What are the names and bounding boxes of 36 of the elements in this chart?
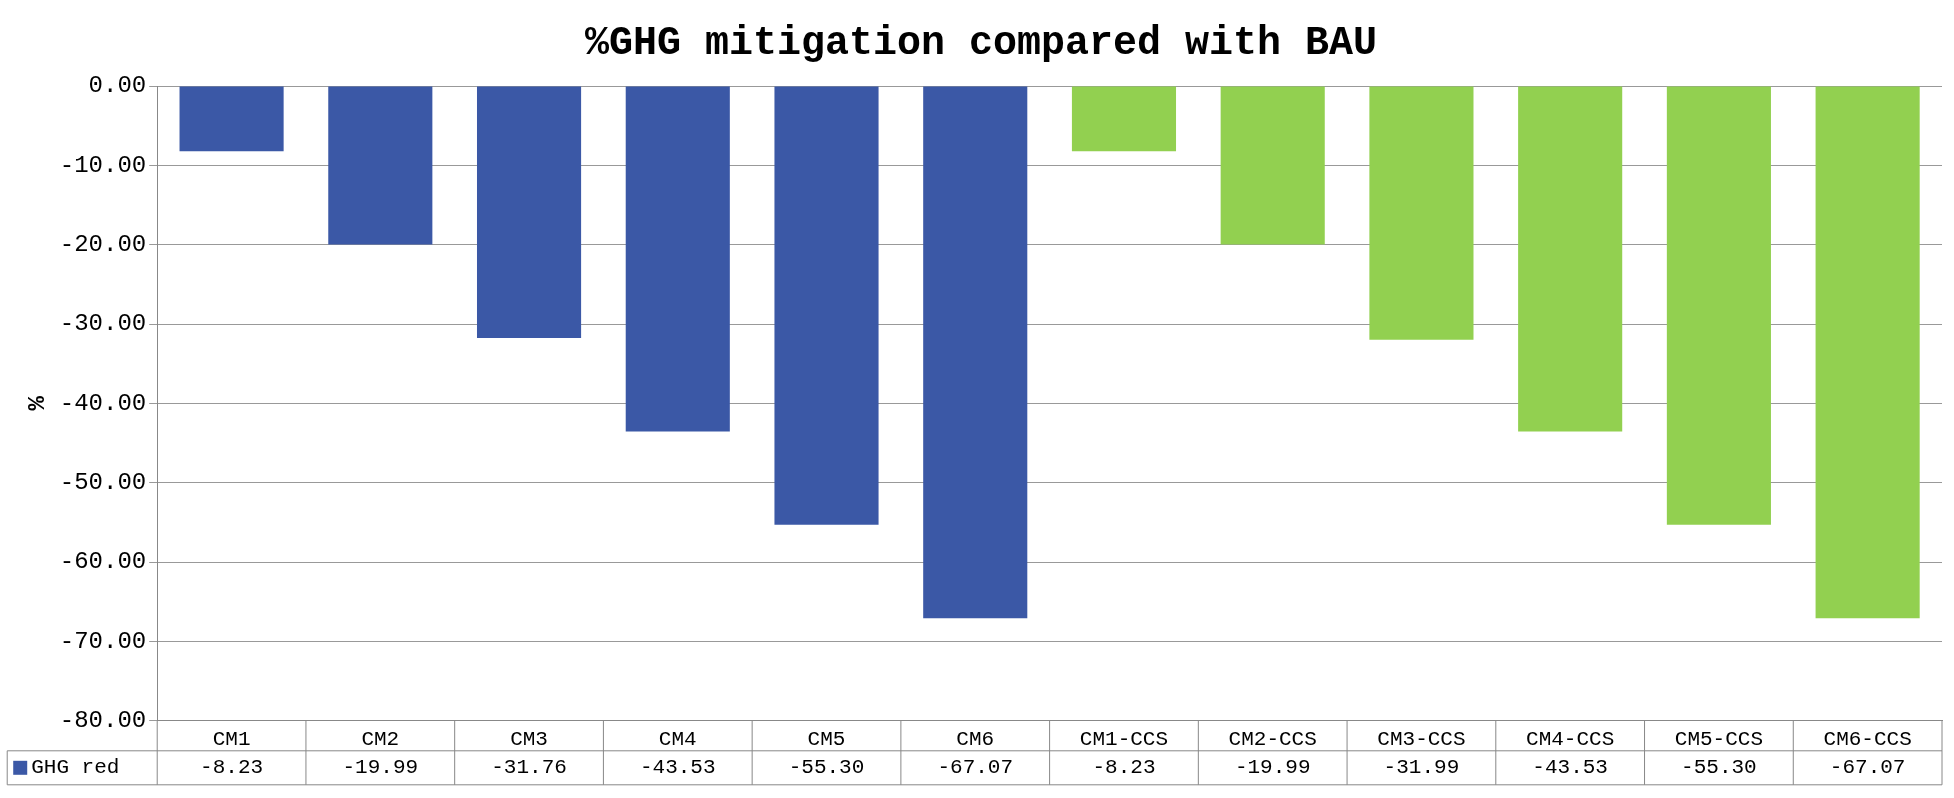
data-label: -8.23	[1092, 756, 1156, 780]
x-tick-label: CM1	[212, 727, 251, 751]
y-tick-label: -80.00	[59, 707, 147, 735]
x-tick-label: CM5	[807, 727, 846, 751]
y-tick-label: -50.00	[59, 469, 147, 497]
x-tick-label: CM1-CCS	[1079, 727, 1169, 751]
data-label: -43.53	[639, 756, 716, 780]
data-label: -31.99	[1383, 756, 1460, 780]
x-tick-label: CM6	[956, 727, 995, 751]
y-tick-label: -20.00	[59, 231, 147, 259]
y-tick-label: 0.00	[88, 72, 147, 100]
y-tick-label: -70.00	[59, 627, 147, 655]
y-tick-label: -60.00	[59, 548, 147, 576]
x-tick-label: CM2	[361, 727, 400, 751]
x-tick-label: CM5-CCS	[1674, 727, 1764, 751]
x-tick-label: CM4-CCS	[1526, 727, 1615, 751]
data-label: -55.30	[1681, 756, 1757, 780]
data-label: -67.07	[937, 756, 1014, 780]
data-label: -31.76	[491, 756, 567, 780]
legend-label: GHG red	[31, 756, 120, 780]
x-tick-label: CM2-CCS	[1228, 727, 1317, 751]
x-tick-label: CM4	[658, 727, 697, 751]
y-tick-label: -10.00	[59, 151, 147, 179]
data-label: -19.99	[342, 756, 419, 780]
y-axis-title: %	[24, 395, 52, 411]
x-tick-label: CM3	[510, 727, 548, 751]
data-label: -19.99	[1234, 756, 1311, 780]
data-label: -43.53	[1532, 756, 1608, 780]
data-label: -67.07	[1829, 756, 1906, 780]
data-label: -55.30	[788, 756, 865, 780]
y-tick-label: -40.00	[59, 389, 147, 417]
x-tick-label: CM3-CCS	[1377, 727, 1466, 751]
x-tick-label: CM6-CCS	[1823, 727, 1912, 751]
data-label: -8.23	[200, 756, 264, 780]
y-tick-label: -30.00	[59, 310, 147, 338]
chart-title: %GHG mitigation compared with BAU	[584, 21, 1378, 67]
